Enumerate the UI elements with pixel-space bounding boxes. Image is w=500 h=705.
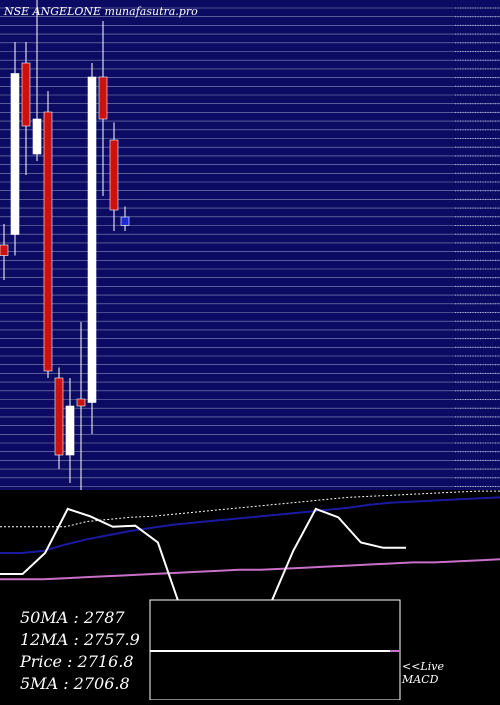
ma-long-line [0, 496, 500, 554]
candle-body [0, 244, 9, 256]
indicator-chart: 50MA : 2787 12MA : 2757.9 Price : 2716.8… [0, 490, 500, 701]
candle-body [109, 139, 119, 211]
candle-body [87, 76, 97, 403]
moving-average-plot [0, 490, 500, 701]
candle-body [76, 398, 86, 407]
live-label: <<Live [402, 660, 444, 673]
candle-body [32, 118, 42, 155]
candle-body [120, 216, 130, 226]
chart-title: NSE ANGELONE munafasutra.pro [3, 5, 198, 18]
ma50-stat: 50MA : 2787 [20, 608, 125, 627]
price-stat: Price : 2716.8 [20, 652, 134, 671]
candle-body [21, 62, 31, 127]
candle-body [43, 111, 53, 372]
candle-body [65, 405, 75, 456]
ma12-stat: 12MA : 2757.9 [20, 630, 140, 649]
ma5-stat: 5MA : 2706.8 [20, 674, 130, 693]
ma-short-line [0, 558, 500, 581]
macd-line-line [0, 507, 406, 615]
candlestick-plot: NSE ANGELONE munafasutra.pro [0, 0, 500, 490]
macd-label: MACD [402, 673, 439, 686]
moving-average-lines [0, 490, 500, 615]
candles [0, 0, 130, 490]
candlestick-chart: NSE ANGELONE munafasutra.pro [0, 0, 500, 490]
candle-body [98, 76, 108, 120]
candle-body [10, 73, 20, 235]
gridlines [0, 7, 500, 487]
candle-body [54, 377, 64, 456]
ma-dotted-line [0, 490, 500, 528]
